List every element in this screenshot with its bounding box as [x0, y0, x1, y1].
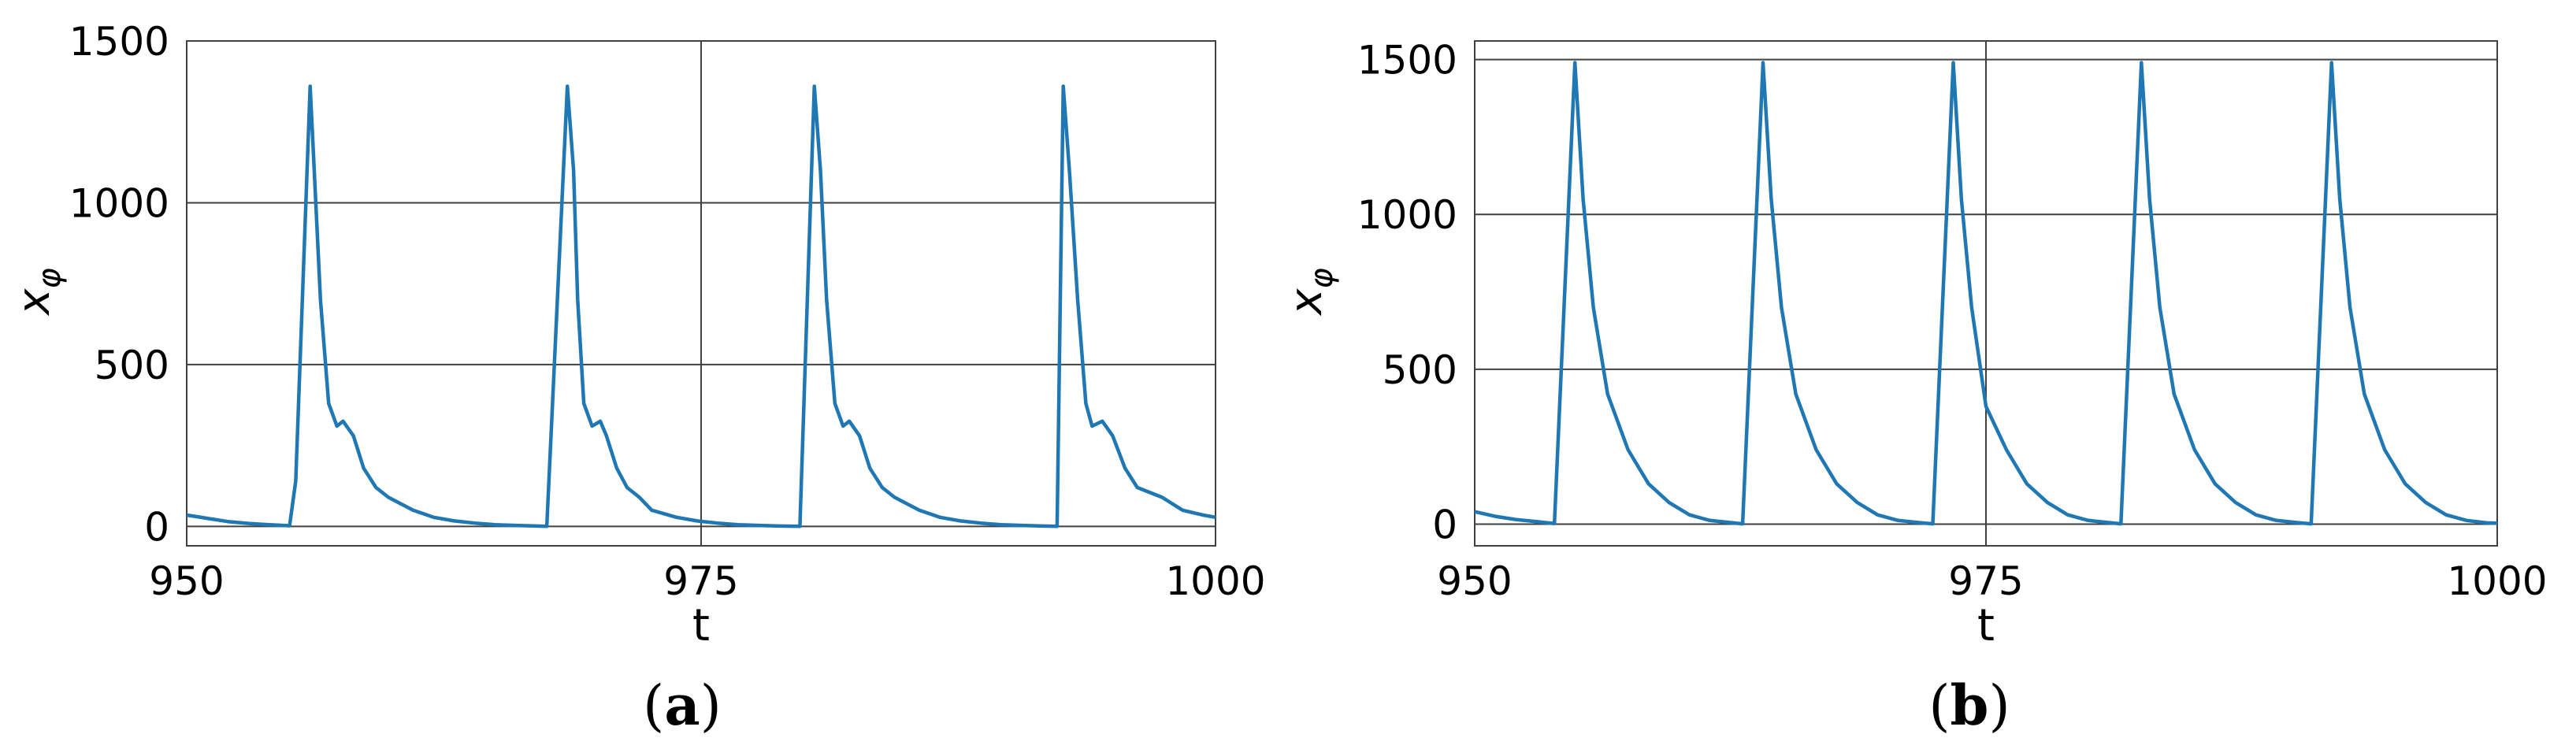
- y-tick-label: 500: [95, 343, 169, 388]
- x-tick-label: 1000: [2447, 558, 2547, 604]
- panel-b: 0 500 1000 1500 950 975 1000 t xφ (b): [1281, 38, 2548, 738]
- y-tick-label: 1500: [69, 19, 169, 65]
- y-axis-label: xφ: [9, 268, 68, 317]
- x-tick-label: 975: [663, 558, 738, 604]
- y-axis-label: xφ: [1281, 268, 1340, 317]
- y-axis-label-main: x: [9, 288, 60, 317]
- caption-letter: b: [1951, 673, 1989, 738]
- y-tick-label: 0: [1432, 502, 1457, 547]
- series-line: [1474, 61, 2498, 526]
- y-axis-label-main: x: [1281, 288, 1332, 317]
- x-axis-label: t: [1977, 600, 1995, 651]
- panel-a: 0 500 1000 1500 950 975 1000 t xφ (a): [9, 19, 1266, 738]
- panel-caption: (b): [1928, 673, 2010, 738]
- y-tick-label: 1000: [1357, 192, 1457, 238]
- x-tick-label: 975: [1948, 558, 2023, 604]
- caption-paren-open: (: [643, 673, 664, 738]
- y-tick-label: 1500: [1357, 38, 1457, 83]
- caption-paren-close: ): [700, 673, 722, 738]
- y-tick-label: 0: [144, 504, 169, 550]
- series-line: [186, 84, 1216, 528]
- y-axis-label-subscript: φ: [32, 268, 68, 288]
- caption-paren-close: ): [1988, 673, 2010, 738]
- y-tick-label: 500: [1383, 347, 1457, 393]
- x-tick-label: 950: [1437, 558, 1512, 604]
- plot-frame: [186, 40, 1216, 547]
- plot-frame: [1474, 40, 2498, 547]
- x-tick-label: 950: [149, 558, 224, 604]
- x-tick-label: 1000: [1165, 558, 1265, 604]
- caption-letter: a: [664, 673, 700, 738]
- panel-caption: (a): [643, 673, 722, 738]
- y-axis-label-subscript: φ: [1304, 268, 1340, 288]
- caption-paren-open: (: [1928, 673, 1950, 738]
- y-tick-label: 1000: [69, 180, 169, 226]
- x-axis-label: t: [692, 600, 710, 651]
